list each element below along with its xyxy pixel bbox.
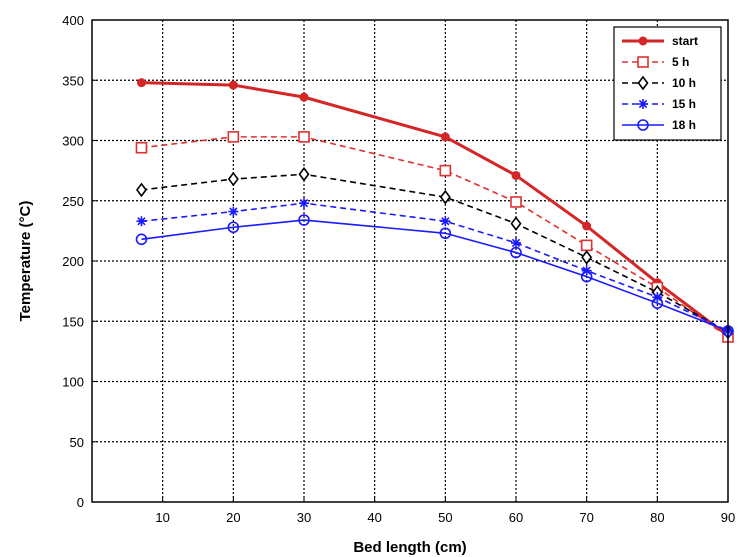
legend-label-18h: 18 h bbox=[672, 118, 696, 132]
data-point-18h bbox=[439, 227, 452, 240]
axis-ticks: 10 20 30 40 50 60 70 80 90 0 50 100 150 200 250 300 350 4… bbox=[62, 13, 735, 525]
data-point-5h bbox=[439, 164, 452, 177]
y-tick-label: 100 bbox=[62, 375, 84, 390]
data-point-15h bbox=[136, 216, 147, 227]
data-point-15h bbox=[511, 237, 521, 248]
data-point-start bbox=[511, 170, 521, 180]
series-line-18h bbox=[141, 219, 729, 332]
legend-label-10h: 10 h bbox=[672, 76, 696, 90]
data-point-18h bbox=[651, 297, 664, 309]
data-point-start bbox=[228, 80, 238, 90]
y-tick-label: 400 bbox=[62, 13, 84, 28]
legend-marker-15h bbox=[638, 99, 648, 109]
x-tick-label: 80 bbox=[650, 510, 664, 525]
data-point-10h bbox=[135, 182, 147, 198]
legend-label-start: start bbox=[672, 34, 698, 48]
y-tick-label: 0 bbox=[77, 495, 84, 510]
y-tick-label: 150 bbox=[62, 314, 84, 329]
series-line-start bbox=[141, 81, 729, 337]
data-point-18h bbox=[298, 214, 310, 226]
y-tick-label: 300 bbox=[62, 134, 84, 149]
data-point-15h bbox=[299, 198, 309, 209]
legend-marker-5h bbox=[637, 56, 649, 68]
y-tick-label: 350 bbox=[62, 73, 84, 88]
x-tick-label: 60 bbox=[509, 510, 523, 525]
series-line-15h bbox=[141, 202, 729, 332]
data-point-18h bbox=[580, 270, 593, 283]
x-tick-label: 30 bbox=[297, 510, 311, 525]
data-point-15h bbox=[652, 292, 663, 303]
data-point-18h bbox=[135, 233, 148, 246]
data-point-5h bbox=[227, 131, 240, 143]
data-point-start bbox=[299, 92, 309, 102]
data-point-15h bbox=[581, 265, 592, 276]
y-tick-label: 250 bbox=[62, 194, 84, 209]
legend-label-5h: 5 h bbox=[672, 55, 689, 69]
x-tick-label: 70 bbox=[579, 510, 593, 525]
data-point-10h bbox=[581, 250, 593, 265]
x-tick-label: 50 bbox=[438, 510, 452, 525]
x-tick-label: 90 bbox=[721, 510, 735, 525]
data-point-5h bbox=[298, 131, 310, 143]
series-line-5h bbox=[141, 136, 729, 338]
y-tick-label: 50 bbox=[70, 435, 84, 450]
series-18h bbox=[135, 214, 734, 337]
data-point-18h bbox=[510, 246, 522, 259]
data-point-10h bbox=[510, 216, 522, 231]
y-axis-label: Temperature (°C) bbox=[17, 201, 34, 322]
data-point-5h bbox=[510, 196, 522, 208]
data-point-start bbox=[582, 221, 592, 231]
data-point-start bbox=[136, 78, 146, 88]
legend-marker-10h bbox=[637, 75, 649, 91]
data-point-10h bbox=[227, 171, 239, 187]
series-line-10h bbox=[141, 173, 729, 333]
data-point-10h bbox=[439, 189, 451, 205]
x-tick-label: 10 bbox=[155, 510, 169, 525]
legend-label-15h: 15 h bbox=[672, 97, 696, 111]
legend-marker-start bbox=[638, 36, 648, 46]
legend: start 5 h 10 h 15 h 18 h bbox=[613, 26, 722, 141]
x-axis-label: Bed length (cm) bbox=[353, 539, 466, 556]
data-point-start bbox=[440, 132, 450, 142]
legend-marker-18h bbox=[637, 119, 649, 131]
x-tick-label: 20 bbox=[226, 510, 240, 525]
data-point-5h bbox=[580, 239, 593, 252]
data-point-10h bbox=[298, 166, 310, 182]
data-point-15h bbox=[228, 206, 239, 217]
data-point-18h bbox=[227, 221, 240, 234]
legend-box bbox=[613, 26, 722, 141]
y-tick-label: 200 bbox=[62, 254, 84, 269]
data-point-5h bbox=[135, 141, 148, 154]
x-tick-label: 40 bbox=[367, 510, 381, 525]
data-point-15h bbox=[440, 216, 451, 227]
